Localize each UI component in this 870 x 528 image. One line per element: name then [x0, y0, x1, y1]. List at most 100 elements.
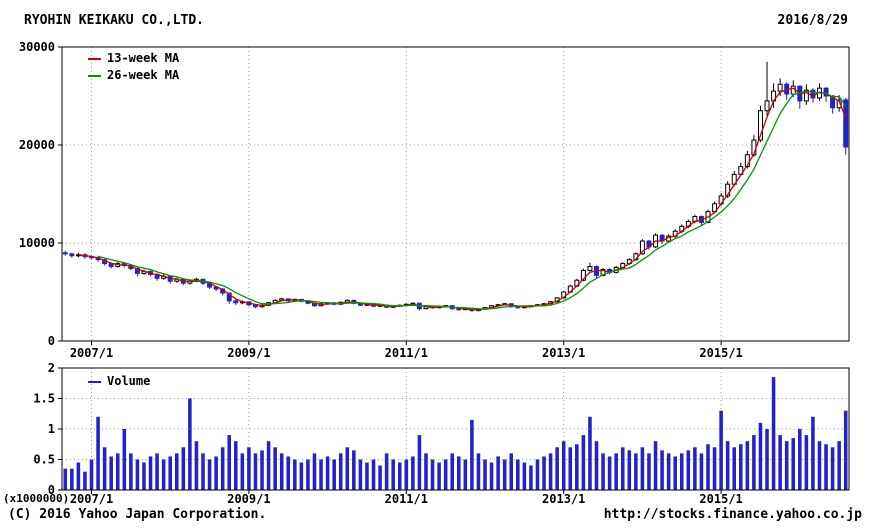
candle-down	[515, 306, 521, 309]
volume-bar	[489, 462, 494, 490]
price-tick-label: 10000	[19, 236, 55, 250]
volume-bar	[109, 456, 113, 490]
volume-bar	[627, 450, 632, 490]
volume-bar	[70, 468, 74, 490]
volume-bar	[188, 398, 192, 490]
volume-bar	[509, 453, 514, 490]
volume-bar	[496, 456, 500, 490]
chart-date: 2016/8/29	[777, 13, 848, 28]
volume-bar	[548, 453, 553, 490]
volume-bar	[712, 447, 717, 490]
axis-labels: 0 10000 20000 30000 0 0.5 1 1.5 2 2007/1 2007/1 200…	[19, 40, 743, 506]
volume-bar	[516, 459, 520, 490]
volume-bar	[411, 456, 415, 490]
main-x-tick-label: 2013/1	[542, 346, 585, 360]
volume-bar	[463, 459, 468, 490]
candle-down	[233, 300, 239, 304]
main-x-tick-label: 2007/1	[70, 346, 113, 360]
volume-bar	[568, 447, 573, 490]
volume-bar	[837, 441, 841, 490]
volume-x-tick-label: 2015/1	[699, 492, 742, 506]
volume-bar	[430, 459, 435, 490]
volume-bar	[417, 435, 422, 490]
volume-bar	[647, 453, 651, 490]
ma13-line-swatch	[88, 57, 101, 60]
volume-tick-label: 0	[48, 483, 55, 497]
volume-bar	[194, 441, 199, 490]
main-x-tick-label: 2011/1	[385, 346, 428, 360]
candle-down	[62, 252, 68, 255]
volume-bar	[502, 459, 507, 490]
copyright-text: (C) 2016 Yahoo Japan Corporation.	[8, 507, 267, 522]
price-tick-label: 0	[48, 334, 55, 348]
volume-bar	[266, 441, 271, 490]
volume-bar	[391, 459, 395, 490]
volume-bar	[260, 450, 264, 490]
volume-bar	[778, 435, 782, 490]
volume-bar	[253, 453, 258, 490]
volume-bar	[784, 441, 789, 490]
candle-up	[777, 83, 783, 92]
moving-averages	[78, 87, 847, 311]
volume-bar	[384, 453, 389, 490]
volume-bar	[725, 441, 730, 490]
price-tick-label: 20000	[19, 138, 55, 152]
volume-bar	[666, 453, 671, 490]
volume-bar	[601, 453, 605, 490]
ma13-legend-label: 13-week MA	[107, 51, 180, 65]
candle-down	[226, 292, 232, 302]
volume-bar	[679, 453, 684, 490]
ma26-line-swatch	[88, 74, 101, 77]
volume-bar	[804, 435, 809, 490]
candle-up	[725, 183, 731, 197]
volume-bar	[358, 459, 363, 490]
volume-bar	[234, 441, 238, 490]
volume-bar	[115, 453, 120, 490]
volume-bar	[706, 444, 710, 490]
volume-bar	[693, 447, 697, 490]
volume-legend-item: Volume	[88, 373, 150, 390]
volume-bar	[457, 456, 461, 490]
candle-up	[803, 89, 809, 102]
volume-bar	[843, 410, 848, 490]
volume-bar	[332, 459, 336, 490]
candle-down	[810, 89, 816, 99]
volume-bar	[181, 447, 186, 490]
candle-up	[587, 266, 593, 271]
price-tick-label: 30000	[19, 40, 55, 54]
volume-bar	[798, 429, 802, 490]
volume-tick-label: 0.5	[33, 453, 55, 467]
candle-up	[580, 269, 586, 281]
ma26-legend-item: 26-week MA	[88, 67, 179, 84]
volume-bar	[699, 453, 704, 490]
volume-bar	[76, 462, 81, 490]
volume-bar	[529, 465, 533, 490]
volume-tick-label: 2	[48, 361, 55, 375]
ma-legend: 13-week MA 26-week MA	[88, 50, 179, 84]
volume-bar	[273, 447, 277, 490]
volume-bar	[168, 456, 172, 490]
volume-bar	[247, 447, 251, 490]
candle-up	[639, 240, 645, 255]
volume-bar	[227, 435, 232, 490]
ma26-legend-label: 26-week MA	[107, 68, 180, 82]
candle-down	[843, 99, 849, 148]
candle-up	[836, 99, 842, 109]
ma13-legend-item: 13-week MA	[88, 50, 179, 67]
volume-bar	[824, 444, 828, 490]
volume-bar	[771, 377, 776, 490]
volume-bar	[102, 447, 107, 490]
source-url: http://stocks.finance.yahoo.co.jp	[603, 507, 862, 522]
gridlines	[62, 47, 849, 490]
volume-bar	[437, 462, 441, 490]
volume-bar	[588, 416, 592, 490]
volume-bar	[299, 462, 304, 490]
volume-bar	[122, 429, 127, 490]
volume-bar	[424, 453, 428, 490]
candle-down	[823, 87, 829, 97]
volume-bar	[739, 444, 743, 490]
candle-down	[69, 253, 75, 257]
volume-bar	[365, 462, 369, 490]
main-x-tick-label: 2015/1	[699, 346, 742, 360]
